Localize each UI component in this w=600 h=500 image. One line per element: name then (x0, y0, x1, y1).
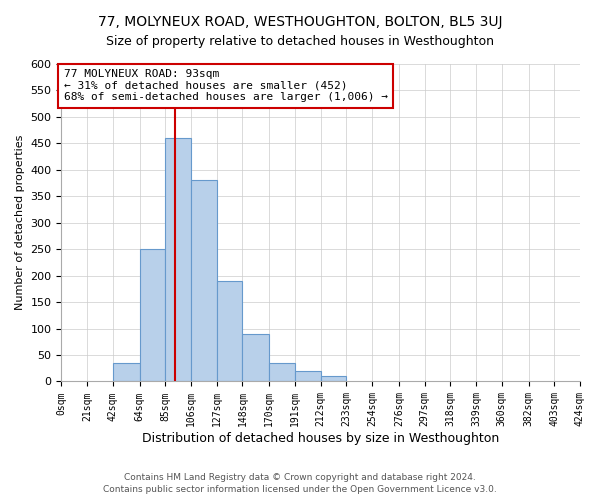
Text: Contains HM Land Registry data © Crown copyright and database right 2024.: Contains HM Land Registry data © Crown c… (124, 473, 476, 482)
Bar (242, 334, 269, 382)
Text: 77 MOLYNEUX ROAD: 93sqm
← 31% of detached houses are smaller (452)
68% of semi-d: 77 MOLYNEUX ROAD: 93sqm ← 31% of detache… (64, 70, 388, 102)
X-axis label: Distribution of detached houses by size in Westhoughton: Distribution of detached houses by size … (142, 432, 499, 445)
Bar (269, 363, 295, 382)
Text: Size of property relative to detached houses in Westhoughton: Size of property relative to detached ho… (106, 35, 494, 48)
Bar (113, 363, 140, 382)
Bar (295, 371, 321, 382)
Y-axis label: Number of detached properties: Number of detached properties (15, 135, 25, 310)
Bar (166, 138, 191, 382)
Bar (217, 281, 242, 382)
Bar (321, 376, 346, 382)
Bar (140, 249, 166, 382)
Text: 77, MOLYNEUX ROAD, WESTHOUGHTON, BOLTON, BL5 3UJ: 77, MOLYNEUX ROAD, WESTHOUGHTON, BOLTON,… (98, 15, 502, 29)
Bar (191, 180, 217, 382)
Text: Contains public sector information licensed under the Open Government Licence v3: Contains public sector information licen… (103, 486, 497, 494)
